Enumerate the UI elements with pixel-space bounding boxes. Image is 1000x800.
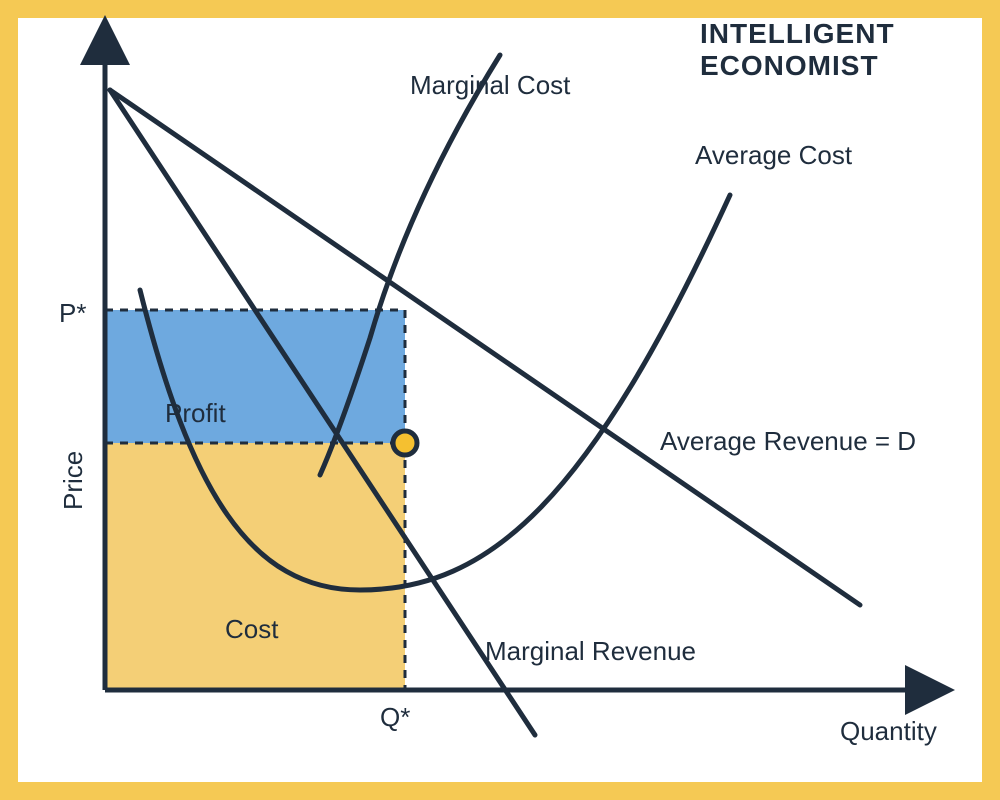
p-star-label: P*: [59, 298, 86, 329]
marginal-revenue-label: Marginal Revenue: [485, 636, 696, 667]
average-cost-label: Average Cost: [695, 140, 852, 171]
chart-frame: INTELLIGENT ECONOMIST Price Quantity P* …: [0, 0, 1000, 800]
average-revenue-label: Average Revenue = D: [660, 426, 916, 457]
x-axis-title: Quantity: [840, 716, 937, 747]
economics-diagram: [0, 0, 1000, 800]
profit-label: Profit: [165, 398, 226, 429]
cost-label: Cost: [225, 614, 278, 645]
y-axis-title: Price: [58, 451, 89, 510]
marginal-cost-label: Marginal Cost: [410, 70, 570, 101]
brand-label: INTELLIGENT ECONOMIST: [700, 18, 1000, 82]
equilibrium-point: [393, 431, 417, 455]
cost-region: [105, 443, 405, 690]
q-star-label: Q*: [380, 702, 410, 733]
